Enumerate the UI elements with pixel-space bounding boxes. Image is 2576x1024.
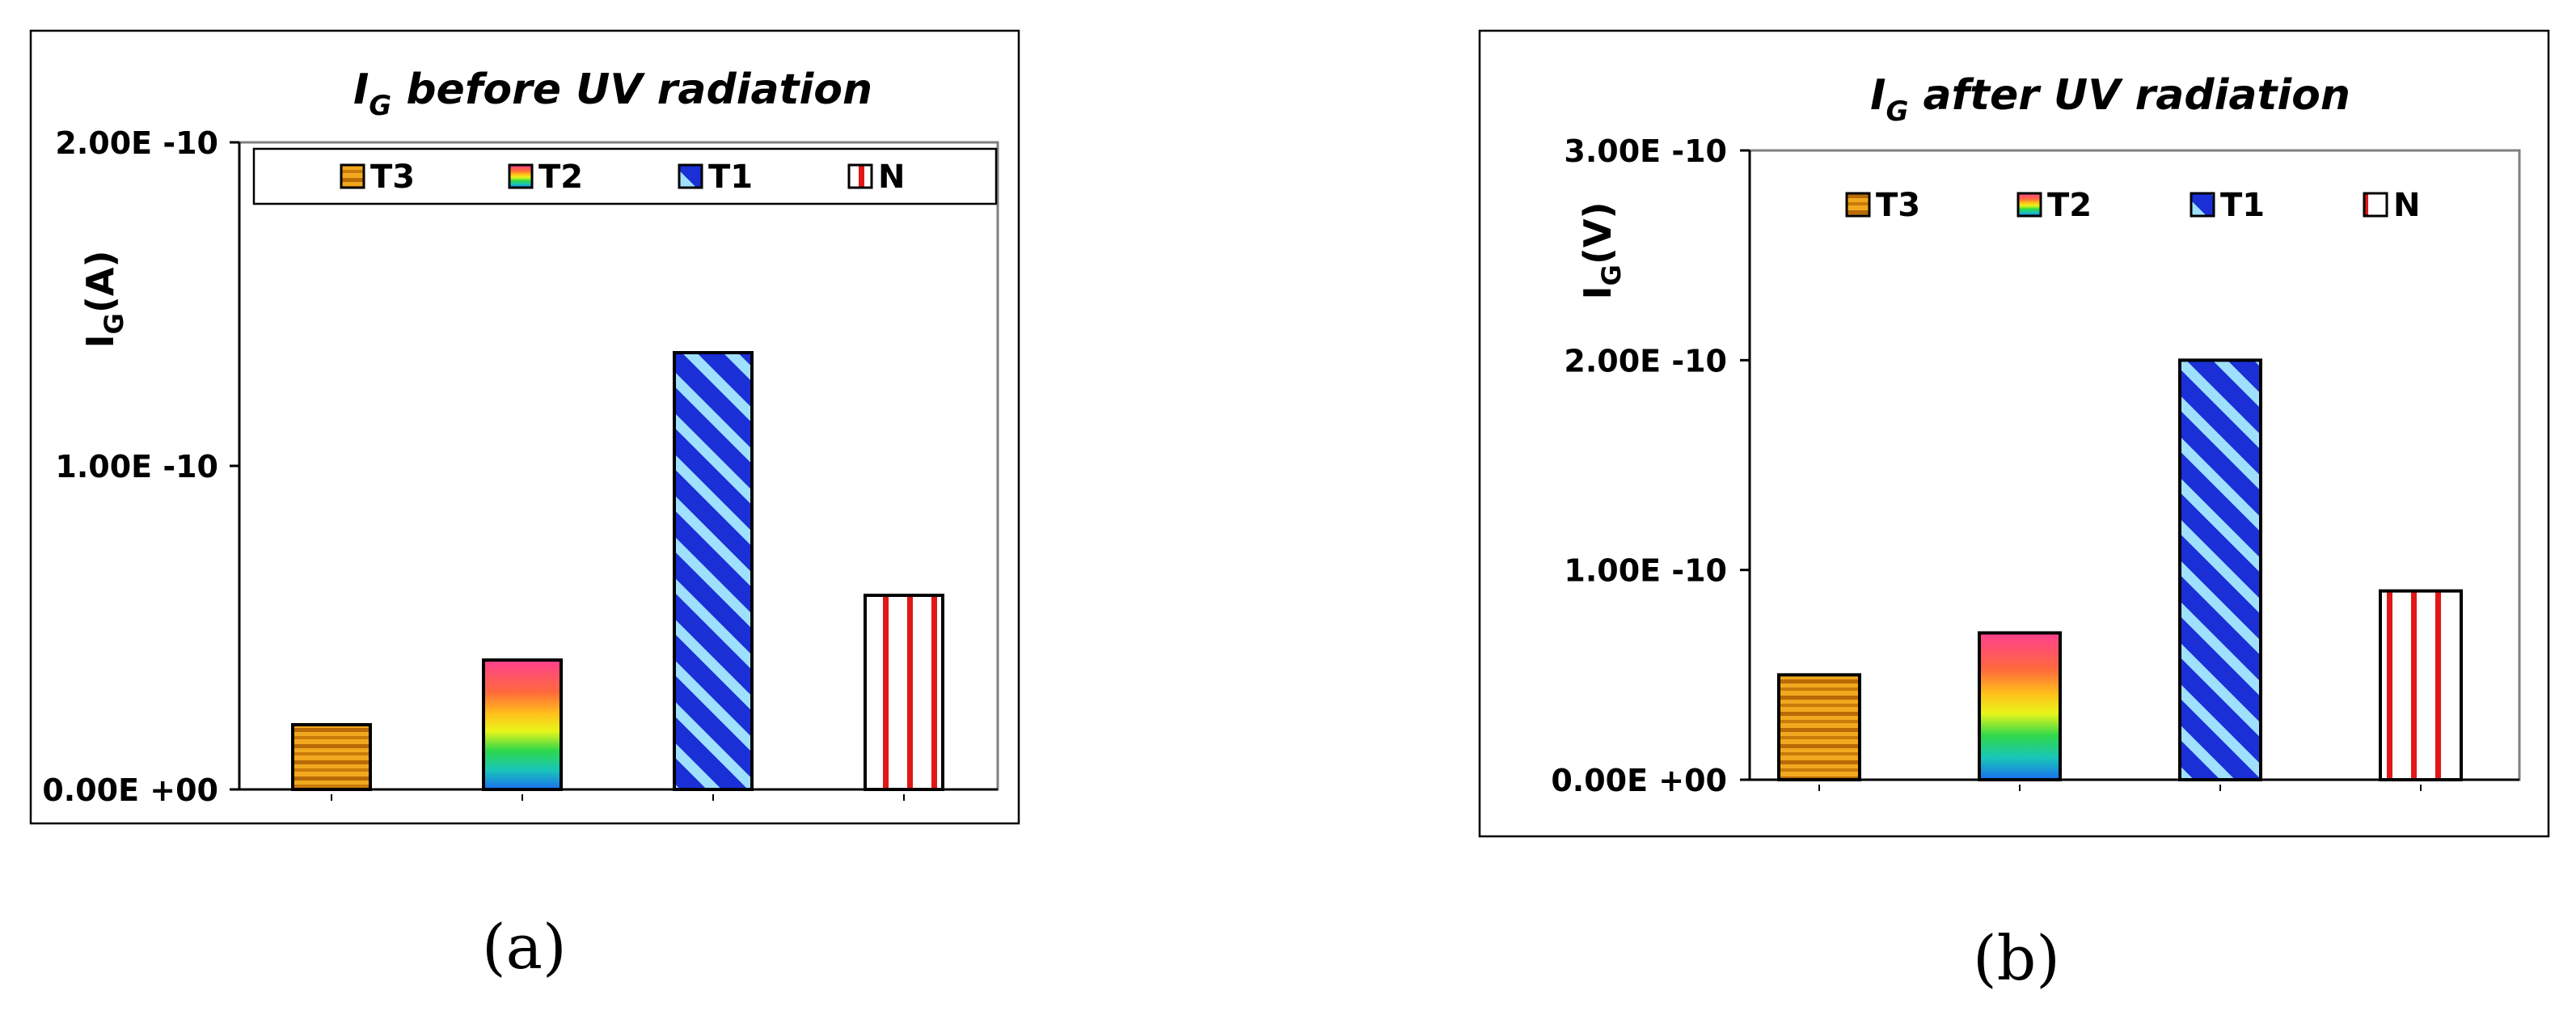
svg-text:IG(A): IG(A)	[78, 250, 129, 348]
legend-label-t3: T3	[370, 159, 415, 196]
legend-label-t1: T1	[708, 159, 753, 196]
y-tick-label: 3.00E -10	[1564, 133, 1727, 169]
bar-n	[2379, 589, 2463, 781]
bar-t2	[482, 658, 563, 791]
bars	[1777, 358, 2463, 782]
chart-title: IG before UV radiation	[353, 66, 872, 122]
x-axis-ticks	[331, 794, 905, 801]
legend-swatch-t3	[340, 163, 365, 189]
y-axis-title: IG(V)	[1576, 201, 1627, 299]
legend: T3 T2 T1 N	[340, 159, 905, 196]
caption-a: (a)	[482, 911, 567, 983]
caption-b: (b)	[1973, 922, 2060, 994]
legend-label-n: N	[2393, 187, 2420, 224]
legend-label-n: N	[878, 159, 905, 196]
chart-title: IG after UV radiation	[1870, 71, 2350, 128]
svg-text:IG(V): IG(V)	[1576, 201, 1627, 299]
legend-swatch-t1	[678, 163, 703, 189]
bar-t1	[673, 351, 754, 791]
legend-label-t2: T2	[538, 159, 583, 196]
y-axis-title: IG(A)	[78, 250, 129, 348]
legend-swatch-n	[2363, 192, 2388, 218]
bar-t1	[2178, 358, 2262, 782]
y-tick-label: 2.00E -10	[55, 125, 218, 161]
bar-t3	[291, 723, 372, 791]
legend-label-t2: T2	[2047, 187, 2092, 224]
legend-label-t3: T3	[1876, 187, 1920, 224]
bar-t3	[1777, 673, 1861, 781]
legend: T3 T2 T1 N	[1845, 187, 2420, 224]
y-tick-label: 0.00E +00	[42, 772, 218, 808]
y-axis-ticks: 0.00E +00 1.00E -10 2.00E -10 3.00E -10	[1551, 133, 1750, 798]
legend-swatch-t3	[1845, 192, 1871, 218]
legend-swatch-t2	[508, 163, 534, 189]
legend-swatch-t1	[2190, 192, 2215, 218]
y-tick-label: 1.00E -10	[1564, 553, 1727, 589]
legend-swatch-t2	[2016, 192, 2042, 218]
y-tick-label: 1.00E -10	[55, 449, 218, 484]
y-axis-ticks: 0.00E +00 1.00E -10 2.00E -10	[42, 125, 239, 808]
legend-label-t1: T1	[2220, 187, 2265, 224]
y-tick-label: 0.00E +00	[1551, 763, 1727, 798]
bar-n	[864, 594, 944, 791]
bar-t2	[1978, 631, 2062, 782]
y-tick-label: 2.00E -10	[1564, 343, 1727, 379]
x-axis-ticks	[1818, 785, 2422, 791]
legend-swatch-n	[847, 163, 873, 189]
chart-before-uv: IG before UV radiation IG(A) 0.00E +00 1.…	[29, 29, 1020, 825]
chart-after-uv: IG after UV radiation IG(V) 0.00E +00 1.0…	[1478, 29, 2550, 838]
bars	[291, 351, 944, 791]
